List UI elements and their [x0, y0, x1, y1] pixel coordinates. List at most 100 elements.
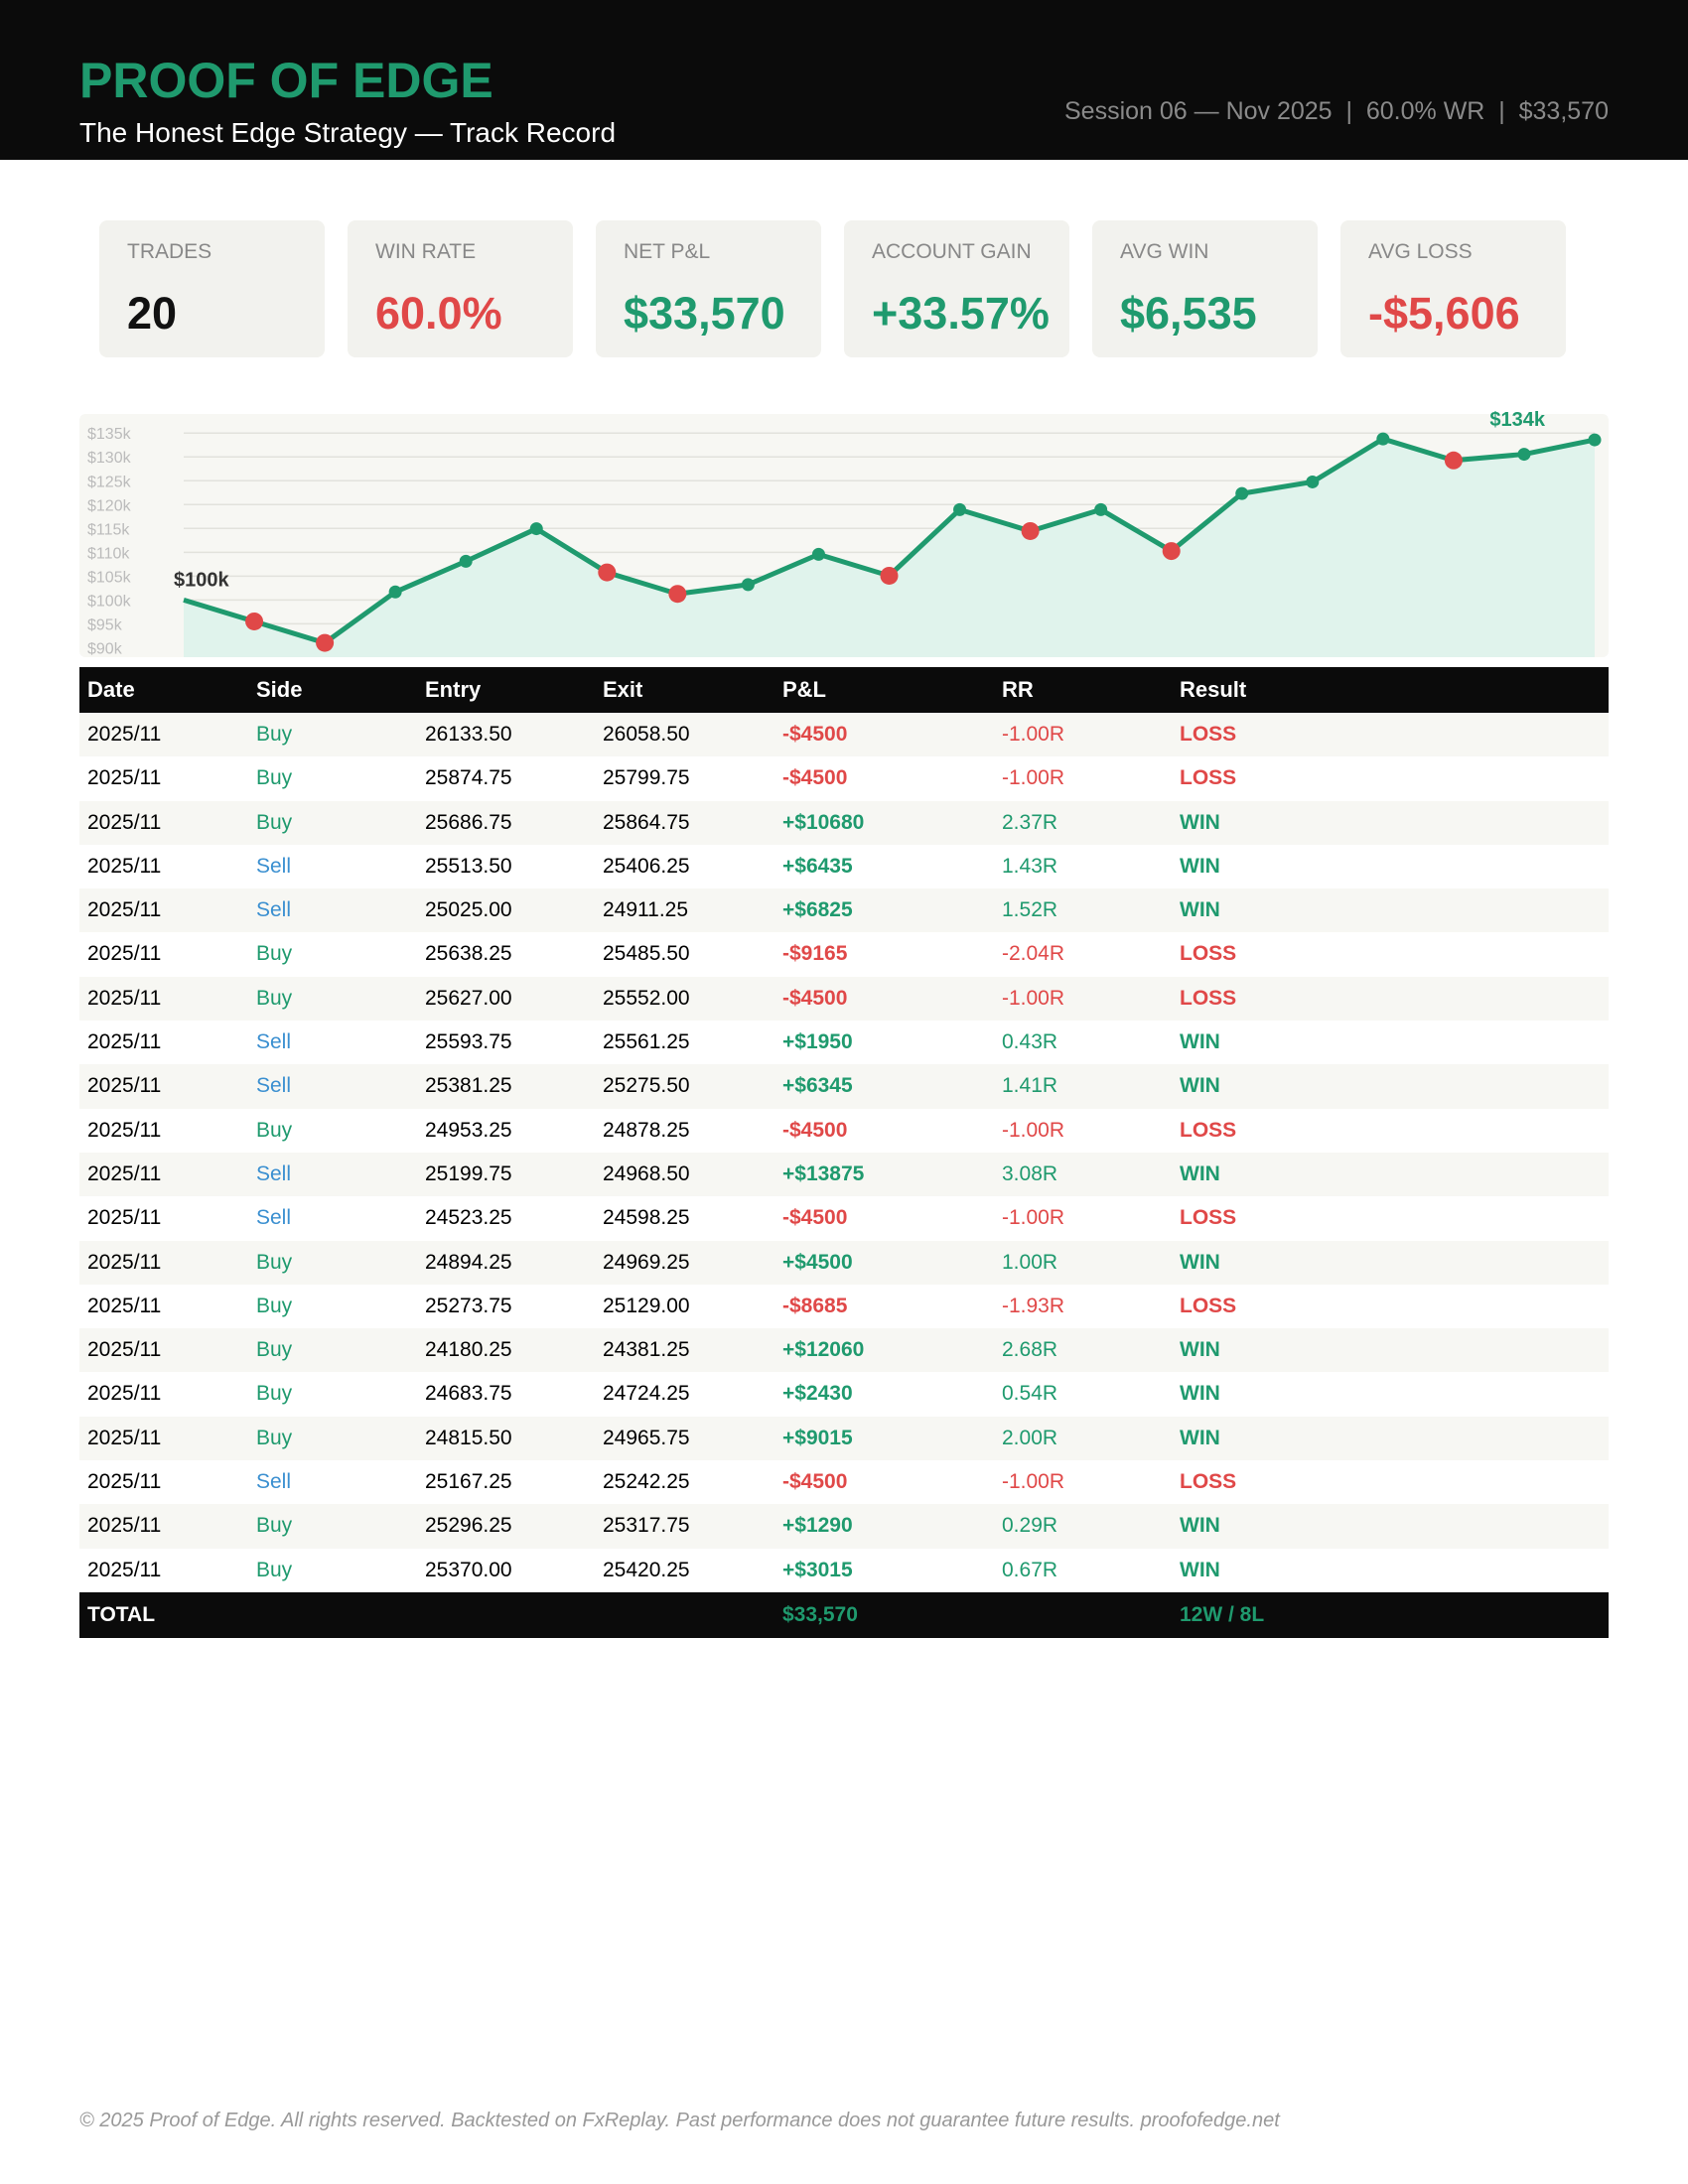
table-cell: Buy: [256, 1558, 293, 1581]
table-cell: 2025/11: [87, 1118, 162, 1142]
table-cell: 25199.75: [425, 1161, 512, 1185]
annotation: $100k: [174, 569, 229, 591]
table-cell: WIN: [1180, 1514, 1220, 1538]
table-cell: 24894.25: [425, 1250, 512, 1274]
table-cell: -1.93R: [1002, 1294, 1065, 1317]
stat-label: AVG WIN: [1120, 240, 1209, 263]
y-tick-label: $100k: [87, 593, 132, 610]
column-header: RR: [1002, 677, 1034, 702]
table-cell: Buy: [256, 1294, 293, 1317]
table-cell: WIN: [1180, 810, 1220, 834]
table-cell: 2025/11: [87, 1206, 162, 1230]
table-cell: 24180.25: [425, 1338, 512, 1362]
equity-point: [1162, 542, 1181, 561]
table-cell: 25561.25: [603, 1030, 690, 1054]
table-cell: -1.00R: [1002, 1118, 1065, 1142]
table-cell: 2.00R: [1002, 1426, 1058, 1449]
table-cell: 2025/11: [87, 1074, 162, 1098]
equity-point: [316, 633, 335, 652]
table-cell: 25799.75: [603, 766, 690, 790]
stat-card: WIN RATE 60.0%: [348, 220, 573, 357]
equity-point: [598, 563, 617, 582]
equity-point: [953, 502, 967, 516]
table-cell: 2025/11: [87, 854, 162, 878]
table-cell: Sell: [256, 1206, 292, 1230]
equity-point: [1588, 433, 1602, 447]
table-cell: 25406.25: [603, 854, 690, 878]
table-cell: -$4500: [782, 1206, 848, 1230]
footer: © 2025 Proof of Edge. All rights reserve…: [79, 2110, 1280, 2131]
table-cell: 2025/11: [87, 723, 162, 746]
table-cell: 25296.25: [425, 1514, 512, 1538]
table-cell: 25275.50: [603, 1074, 690, 1098]
table-row: 2025/11 Buy 24953.25 24878.25 -$4500 -1.00R LO…: [79, 1109, 1609, 1153]
table-cell: 25627.00: [425, 986, 512, 1010]
session-meta: Session 06 — Nov 2025 | 60.0% WR | $33,5…: [1063, 97, 1609, 125]
table-cell: WIN: [1180, 1382, 1220, 1406]
equity-point: [388, 585, 402, 599]
table-cell: Buy: [256, 810, 293, 834]
table-cell: 2025/11: [87, 942, 162, 966]
table-cell: WIN: [1180, 1558, 1220, 1581]
table-cell: 3.08R: [1002, 1161, 1058, 1185]
table-cell: -2.04R: [1002, 942, 1065, 966]
equity-chart: $90k $95k $100k $105k $110k $115k $120k $125k $1…: [79, 411, 1609, 657]
subtitle: The Honest Edge Strategy — Track Record: [79, 117, 617, 148]
table-cell: 26058.50: [603, 723, 690, 746]
table-cell: LOSS: [1180, 766, 1237, 790]
annotation: $134k: [1489, 411, 1545, 431]
equity-point: [1306, 475, 1320, 488]
table-cell: WIN: [1180, 898, 1220, 922]
table-cell: Sell: [256, 898, 292, 922]
table-cell: LOSS: [1180, 986, 1237, 1010]
table-cell: LOSS: [1180, 1294, 1237, 1317]
stat-card: AVG WIN $6,535: [1092, 220, 1318, 357]
table-cell: +$10680: [782, 810, 865, 834]
table-cell: 2.37R: [1002, 810, 1058, 834]
table-cell: LOSS: [1180, 1470, 1237, 1494]
table-cell: 26133.50: [425, 723, 512, 746]
table-row: 2025/11 Buy 24894.25 24969.25 +$4500 1.00R WIN: [79, 1240, 1609, 1285]
table-row: 2025/11 Sell 25025.00 24911.25 +$6825 1.52R WI…: [79, 888, 1609, 933]
table-cell: 25513.50: [425, 854, 512, 878]
table-row: 2025/11 Sell 25199.75 24968.50 +$13875 3.08R W…: [79, 1152, 1609, 1197]
stat-value: 60.0%: [375, 288, 502, 339]
table-row: 2025/11 Sell 25167.25 25242.25 -$4500 -1.00R L…: [79, 1460, 1609, 1504]
table-cell: -$9165: [782, 942, 848, 966]
table-cell: 0.43R: [1002, 1030, 1058, 1054]
table-cell: 2025/11: [87, 1470, 162, 1494]
table-cell: 25167.25: [425, 1470, 512, 1494]
table-cell: WIN: [1180, 1161, 1220, 1185]
table-cell: -1.00R: [1002, 986, 1065, 1010]
table-cell: 1.52R: [1002, 898, 1058, 922]
table-row: 2025/11 Buy 25627.00 25552.00 -$4500 -1.00R LO…: [79, 976, 1609, 1022]
table-cell: 2025/11: [87, 766, 162, 790]
table-row: 2025/11 Sell 25381.25 25275.50 +$6345 1.41R WI…: [79, 1064, 1609, 1109]
table-cell: -1.00R: [1002, 1206, 1065, 1230]
table-cell: -1.00R: [1002, 766, 1065, 790]
table-cell: 24523.25: [425, 1206, 512, 1230]
table-cell: +$9015: [782, 1426, 853, 1449]
y-tick-label: $115k: [87, 521, 130, 538]
table-cell: -1.00R: [1002, 723, 1065, 746]
equity-point: [245, 612, 264, 630]
table-cell: -$8685: [782, 1294, 848, 1317]
table-cell: LOSS: [1180, 1118, 1237, 1142]
stat-value: $33,570: [624, 288, 785, 339]
table-cell: 2025/11: [87, 1514, 162, 1538]
table-cell: LOSS: [1180, 942, 1237, 966]
table-cell: 24911.25: [603, 898, 689, 922]
table-cell: Sell: [256, 1470, 292, 1494]
stat-value: $6,535: [1120, 288, 1257, 339]
table-cell: 2.68R: [1002, 1338, 1058, 1362]
table-cell: +$4500: [782, 1250, 853, 1274]
table-cell: +$13875: [782, 1161, 865, 1185]
equity-point: [668, 585, 687, 604]
table-row: 2025/11 Buy 25874.75 25799.75 -$4500 -1.00R LO…: [79, 756, 1609, 800]
total-pnl: $33,570: [782, 1602, 858, 1626]
table-row: 2025/11 Buy 24180.25 24381.25 +$12060 2.68R WI…: [79, 1328, 1609, 1373]
table-cell: 25370.00: [425, 1558, 512, 1581]
table-cell: 24968.50: [603, 1161, 690, 1185]
table-cell: 25317.75: [603, 1514, 690, 1538]
table-cell: -$4500: [782, 1470, 848, 1494]
